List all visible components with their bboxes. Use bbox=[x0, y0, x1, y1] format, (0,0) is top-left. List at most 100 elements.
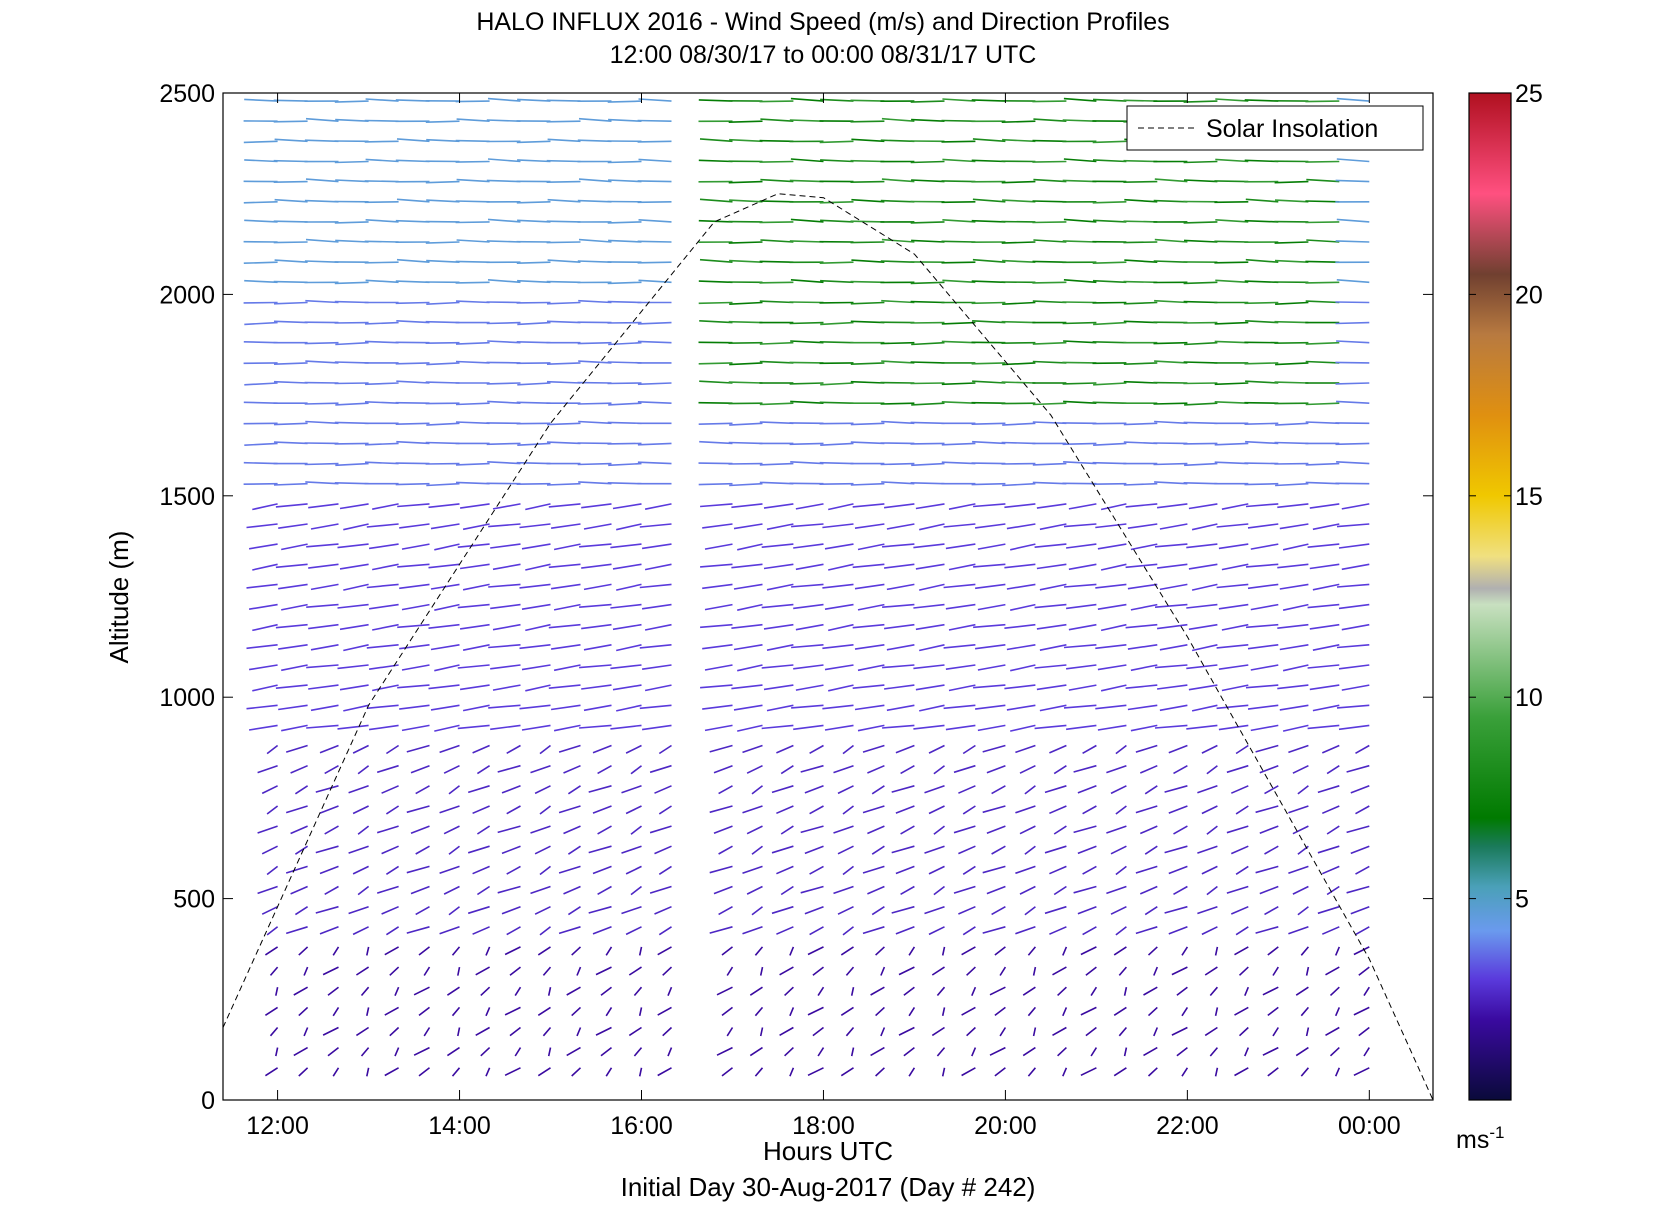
wind-vector bbox=[516, 461, 551, 465]
wind-vector bbox=[355, 1026, 370, 1037]
wind-vector bbox=[1156, 684, 1188, 690]
wind-vector bbox=[548, 563, 581, 569]
wind-vector bbox=[426, 482, 460, 487]
wind-vector bbox=[1235, 805, 1249, 815]
wind-vector bbox=[1188, 503, 1218, 510]
wind-vector bbox=[1305, 300, 1340, 304]
wind-vector bbox=[1097, 724, 1127, 731]
wind-vector bbox=[490, 603, 521, 610]
wind-vector bbox=[486, 321, 521, 325]
wind-vector bbox=[915, 503, 945, 510]
wind-vector bbox=[1019, 825, 1036, 835]
wind-vector bbox=[1197, 785, 1218, 794]
wind-vector bbox=[913, 664, 945, 670]
wind-vector bbox=[616, 704, 642, 712]
wind-vector bbox=[310, 523, 339, 530]
wind-vector bbox=[812, 1026, 824, 1037]
wind-vector bbox=[1002, 259, 1036, 263]
wind-vector bbox=[607, 100, 642, 103]
wind-vector bbox=[654, 905, 672, 915]
wind-vector bbox=[519, 704, 551, 710]
wind-vector bbox=[578, 117, 612, 122]
wind-vector bbox=[516, 401, 551, 404]
wind-vector bbox=[616, 523, 642, 531]
wind-vector bbox=[248, 664, 278, 671]
wind-vector bbox=[1147, 1006, 1158, 1017]
wind-vector bbox=[900, 885, 915, 895]
wind-vector bbox=[975, 704, 1006, 710]
wind-vector bbox=[1019, 764, 1036, 774]
wind-vector bbox=[550, 704, 581, 711]
wind-vector bbox=[1052, 1026, 1067, 1036]
wind-vector bbox=[357, 765, 370, 775]
wind-vector bbox=[366, 644, 399, 649]
wind-vector bbox=[800, 764, 824, 773]
wind-vector bbox=[368, 603, 399, 610]
wind-vector bbox=[850, 362, 885, 365]
wind-vector bbox=[754, 1006, 764, 1017]
wind-vector bbox=[1334, 1007, 1341, 1017]
wind-vector bbox=[761, 724, 794, 730]
wind-vector bbox=[1015, 926, 1036, 935]
wind-vector bbox=[459, 684, 490, 691]
chart-title: HALO INFLUX 2016 - Wind Speed (m/s) and … bbox=[476, 8, 1169, 36]
wind-vector bbox=[881, 238, 915, 243]
wind-vector bbox=[1173, 885, 1188, 895]
wind-vector bbox=[418, 1006, 430, 1017]
x-tick-label: 18:00 bbox=[792, 1112, 855, 1140]
wind-vector bbox=[812, 966, 824, 976]
wind-vector bbox=[759, 200, 794, 203]
wind-vector bbox=[443, 764, 460, 774]
wind-vector bbox=[339, 623, 369, 631]
wind-vector bbox=[1062, 1007, 1068, 1017]
wind-vector bbox=[517, 442, 551, 446]
wind-vector bbox=[1153, 1027, 1159, 1037]
wind-vector bbox=[771, 785, 794, 794]
wind-vector bbox=[776, 744, 794, 754]
chart-subtitle: 12:00 08/30/17 to 00:00 08/31/17 UTC bbox=[610, 41, 1037, 69]
wind-vector bbox=[1209, 1047, 1219, 1057]
wind-vector bbox=[521, 543, 551, 550]
wind-vector bbox=[298, 1067, 309, 1077]
wind-vector bbox=[418, 1067, 430, 1077]
wind-vector bbox=[1027, 1006, 1037, 1017]
wind-vector bbox=[667, 1047, 673, 1057]
wind-vector bbox=[558, 805, 581, 814]
wind-vector bbox=[1127, 644, 1158, 650]
wind-vector bbox=[728, 341, 763, 344]
wind-vector bbox=[366, 946, 370, 956]
wind-vector bbox=[364, 321, 399, 325]
wind-vector bbox=[971, 280, 1006, 284]
x-tick-label: 00:00 bbox=[1338, 1112, 1401, 1140]
wind-vector bbox=[1080, 1006, 1097, 1016]
wind-vector bbox=[658, 744, 672, 755]
wind-vector bbox=[332, 946, 340, 956]
wind-vector bbox=[334, 382, 369, 385]
wind-vector bbox=[851, 259, 885, 263]
wind-vector bbox=[641, 664, 672, 670]
wind-vector bbox=[958, 905, 976, 915]
wind-vector bbox=[881, 360, 915, 364]
wind-vector bbox=[335, 341, 369, 346]
wind-vector bbox=[1191, 704, 1218, 712]
wind-vector bbox=[305, 299, 339, 304]
wind-vector bbox=[1305, 260, 1340, 263]
wind-vector bbox=[1272, 966, 1279, 976]
wind-vector bbox=[455, 402, 490, 406]
wind-vector bbox=[945, 664, 976, 670]
wind-vector bbox=[999, 1027, 1007, 1037]
wind-vector bbox=[771, 845, 794, 854]
wind-vector bbox=[525, 563, 551, 571]
wind-vector bbox=[457, 966, 461, 976]
wind-vector bbox=[334, 482, 369, 485]
wind-vector bbox=[1321, 926, 1340, 935]
wind-vector bbox=[485, 1067, 491, 1077]
wind-vector bbox=[1307, 603, 1340, 609]
x-axis-sublabel: Initial Day 30-Aug-2017 (Day # 242) bbox=[621, 1172, 1036, 1202]
wind-vector bbox=[1062, 240, 1097, 243]
wind-vector bbox=[1312, 523, 1340, 531]
wind-vector bbox=[455, 360, 490, 364]
wind-vector bbox=[1062, 179, 1097, 183]
wind-vector bbox=[588, 785, 612, 793]
wind-vector bbox=[428, 684, 460, 690]
